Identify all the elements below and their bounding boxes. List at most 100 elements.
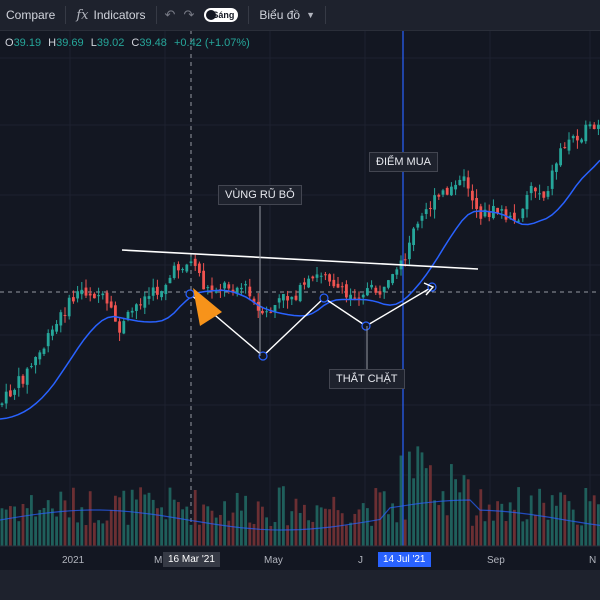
shakeout-zone-label[interactable]: VÙNG RŨ BỎ: [218, 185, 302, 205]
volume-bar: [55, 516, 58, 546]
redo-icon[interactable]: ↷: [183, 7, 195, 22]
volume-bar: [416, 446, 420, 546]
chart-type-label: Biểu đồ: [259, 8, 301, 22]
toolbar-divider: [248, 6, 250, 24]
candle-body: [122, 321, 126, 334]
candle-body: [466, 177, 470, 189]
candle-body: [420, 215, 424, 221]
volume-bar: [542, 502, 546, 546]
candle-body: [9, 390, 12, 397]
volume-bar: [151, 499, 155, 546]
volume-bar: [475, 515, 478, 546]
pattern-point: [361, 321, 371, 331]
pattern-point: [258, 351, 268, 361]
volume-bar: [30, 495, 33, 546]
volume-bar: [0, 508, 4, 546]
candle-body: [269, 311, 273, 313]
ohlc-legend: O39.19 H39.69 L39.02 C39.48 +0.42 (+1.07…: [5, 37, 254, 49]
buy-date-label: 14 Jul '21: [378, 552, 431, 567]
volume-bar: [412, 478, 415, 546]
candle-body: [513, 212, 516, 221]
volume-bar: [525, 519, 529, 546]
candle-body: [172, 265, 176, 278]
volume-bar: [269, 525, 273, 546]
candle-body: [17, 376, 21, 388]
candlestick-series: [0, 119, 600, 409]
volume-bar: [286, 525, 289, 546]
candle-body: [366, 288, 369, 296]
candle-body: [193, 258, 197, 266]
candle-body: [55, 324, 58, 332]
volume-bar: [462, 475, 466, 546]
volume-bar: [46, 500, 50, 546]
indicators-button[interactable]: fx Indicators: [70, 0, 151, 30]
volume-bar: [345, 525, 348, 546]
volume-bar: [185, 506, 189, 546]
candle-body: [592, 124, 596, 129]
annotation-drawings[interactable]: [121, 206, 479, 369]
toolbar-divider: [65, 6, 67, 24]
volume-bar: [555, 505, 558, 546]
candle-body: [403, 259, 407, 261]
candle-body: [185, 264, 189, 272]
volume-bar: [88, 491, 92, 546]
candle-body: [563, 147, 567, 149]
candle-body: [277, 298, 281, 303]
volume-ma-line: [0, 499, 600, 531]
candle-body: [72, 297, 75, 302]
time-tick: May: [264, 555, 283, 566]
volume-bar: [550, 495, 554, 546]
candle-body: [387, 280, 390, 288]
volume-bar: [429, 465, 432, 546]
candle-body: [559, 148, 562, 166]
low-label: L: [90, 37, 97, 49]
volume-bar: [42, 507, 46, 546]
volume-bar: [571, 509, 575, 546]
candle-body: [504, 209, 508, 220]
candle-body: [227, 284, 231, 289]
volume-bar: [303, 504, 306, 546]
volume-bar: [437, 505, 441, 546]
volume-bar: [445, 515, 449, 546]
candle-body: [294, 295, 298, 300]
volume-bar: [492, 520, 495, 546]
volume-bar: [256, 501, 260, 546]
candle-body: [357, 297, 361, 299]
undo-icon[interactable]: ↶: [164, 7, 176, 22]
tightening-label[interactable]: THẮT CHẶT: [329, 369, 405, 389]
candle-body: [534, 187, 537, 192]
candle-body: [517, 220, 520, 222]
volume-bar: [202, 504, 205, 546]
candle-body: [588, 124, 592, 127]
compare-button[interactable]: Compare: [0, 0, 61, 30]
buy-point-label[interactable]: ĐIỂM MUA: [369, 152, 438, 172]
volume-bar: [93, 522, 96, 546]
candle-body: [214, 291, 218, 293]
candle-body: [130, 310, 134, 313]
candle-body: [429, 207, 432, 210]
theme-toggle[interactable]: Sáng: [198, 0, 244, 30]
candle-body: [282, 293, 285, 301]
candle-body: [109, 301, 113, 308]
pattern-point: [319, 293, 329, 303]
candle-body: [42, 348, 46, 354]
volume-bar: [546, 519, 550, 546]
open-label: O: [5, 37, 14, 49]
candle-body: [101, 293, 105, 296]
candle-body: [500, 209, 504, 211]
chart-type-dropdown[interactable]: Biểu đồ ▼: [253, 0, 321, 30]
candle-body: [529, 185, 533, 194]
volume-bar: [164, 519, 168, 546]
volume-bar: [84, 525, 88, 546]
volume-bar: [395, 522, 399, 546]
volume-bar: [349, 522, 352, 546]
candle-body: [458, 179, 462, 186]
volume-bar: [483, 521, 487, 546]
volume-bar: [181, 509, 184, 546]
time-axis[interactable]: [0, 546, 600, 570]
candle-body: [51, 329, 54, 336]
candle-body: [59, 312, 63, 326]
volume-bar: [458, 492, 462, 546]
volume-bar: [143, 494, 147, 546]
